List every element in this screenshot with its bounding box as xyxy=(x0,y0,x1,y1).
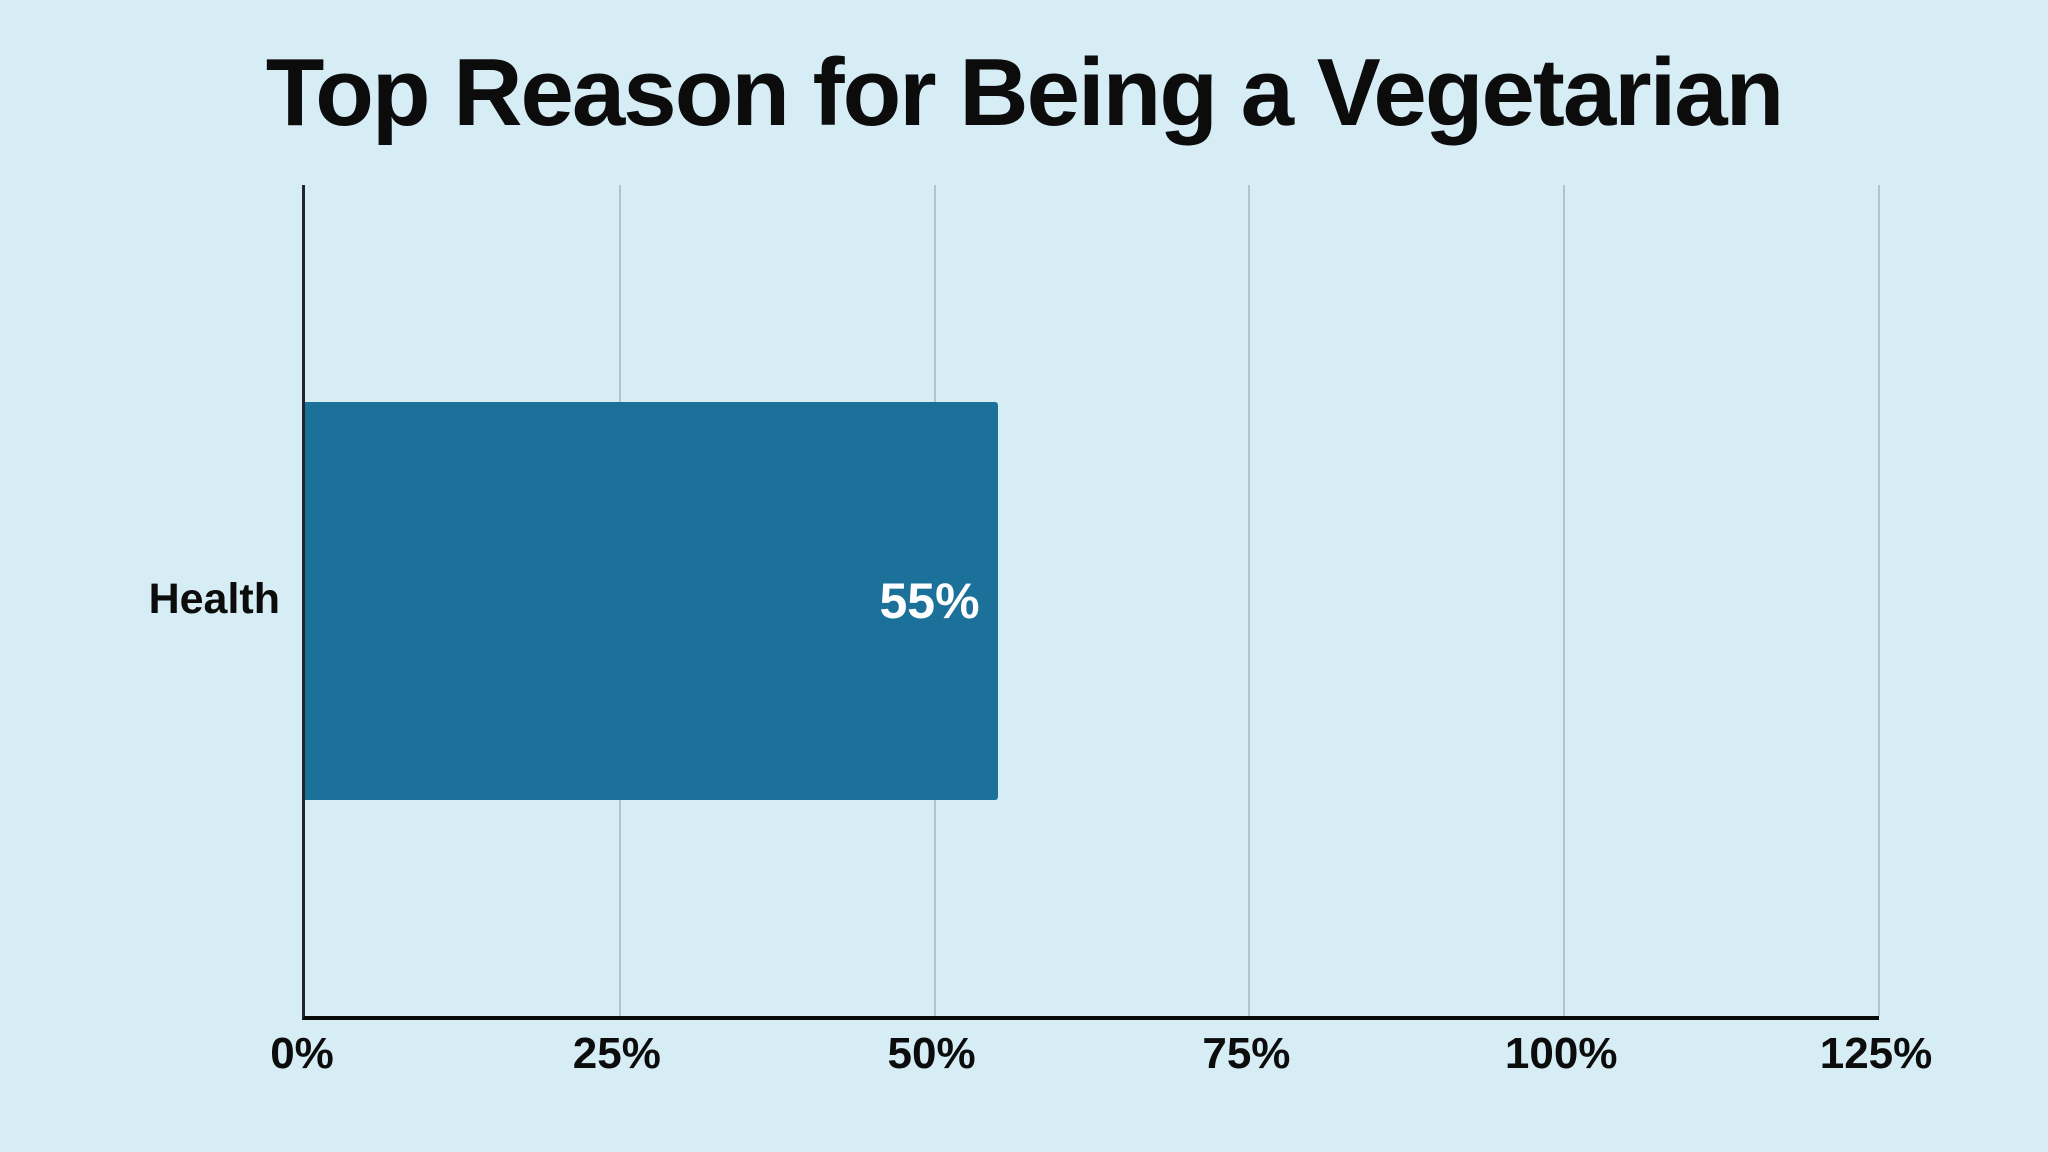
gridline-75 xyxy=(1248,185,1251,1016)
x-tick-label-50: 50% xyxy=(887,1029,976,1078)
plot-area: 55% xyxy=(302,185,1880,1020)
bar-value-label: 55% xyxy=(879,573,980,629)
category-label-health: Health xyxy=(148,575,280,623)
x-tick-label-125: 125% xyxy=(1819,1029,1933,1078)
chart-title: Top Reason for Being a Vegetarian xyxy=(265,39,1785,146)
x-tick-label-0: 0% xyxy=(270,1029,334,1078)
x-tick-label-75: 75% xyxy=(1202,1029,1291,1078)
gridline-100 xyxy=(1563,185,1566,1016)
x-tick-label-25: 25% xyxy=(572,1029,661,1078)
bar-health: 55% xyxy=(305,402,998,800)
gridline-125 xyxy=(1878,185,1880,1016)
x-tick-label-100: 100% xyxy=(1504,1029,1618,1078)
